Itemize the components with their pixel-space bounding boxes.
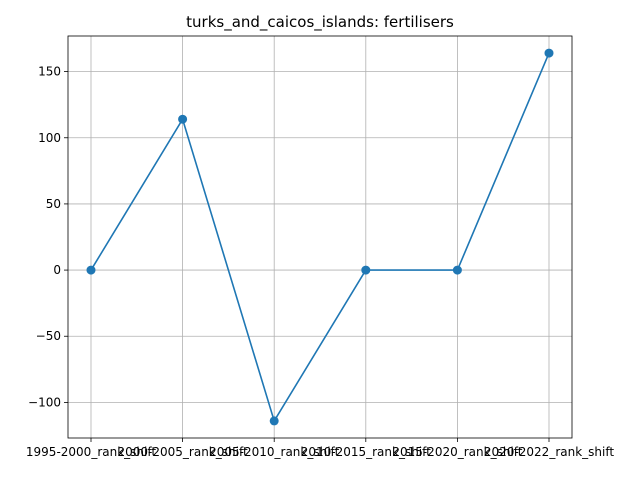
series-layer (86, 48, 554, 426)
y-tick-label: −50 (36, 329, 61, 343)
y-tick-label: 0 (53, 263, 61, 277)
y-tick-label: 150 (38, 65, 61, 79)
axes: 1995-2000_rank_shift2000-2005_rank_shift… (26, 35, 614, 459)
x-tick-label: 2020-2022_rank_shift (484, 445, 614, 459)
y-tick-label: 50 (46, 197, 61, 211)
series-line (90, 52, 550, 423)
x-tick-label: 2010-2015_rank_shift (301, 445, 431, 459)
data-point (544, 48, 554, 58)
y-tick-label: 100 (38, 131, 61, 145)
x-tick-label: 1995-2000_rank_shift (26, 445, 156, 459)
data-point (178, 114, 188, 124)
plot-frame (67, 35, 573, 439)
data-point (361, 265, 371, 275)
data-point (452, 265, 462, 275)
x-tick-label: 2005-2010_rank_shift (209, 445, 339, 459)
y-tick-label: −100 (28, 395, 61, 409)
data-point (269, 416, 279, 426)
x-tick-label: 2000-2005_rank_shift (118, 445, 248, 459)
grid-lines (68, 36, 572, 438)
chart-title: turks_and_caicos_islands: fertilisers (186, 13, 454, 32)
x-tick-label: 2015-2020_rank_shift (392, 445, 522, 459)
data-point (86, 265, 96, 275)
